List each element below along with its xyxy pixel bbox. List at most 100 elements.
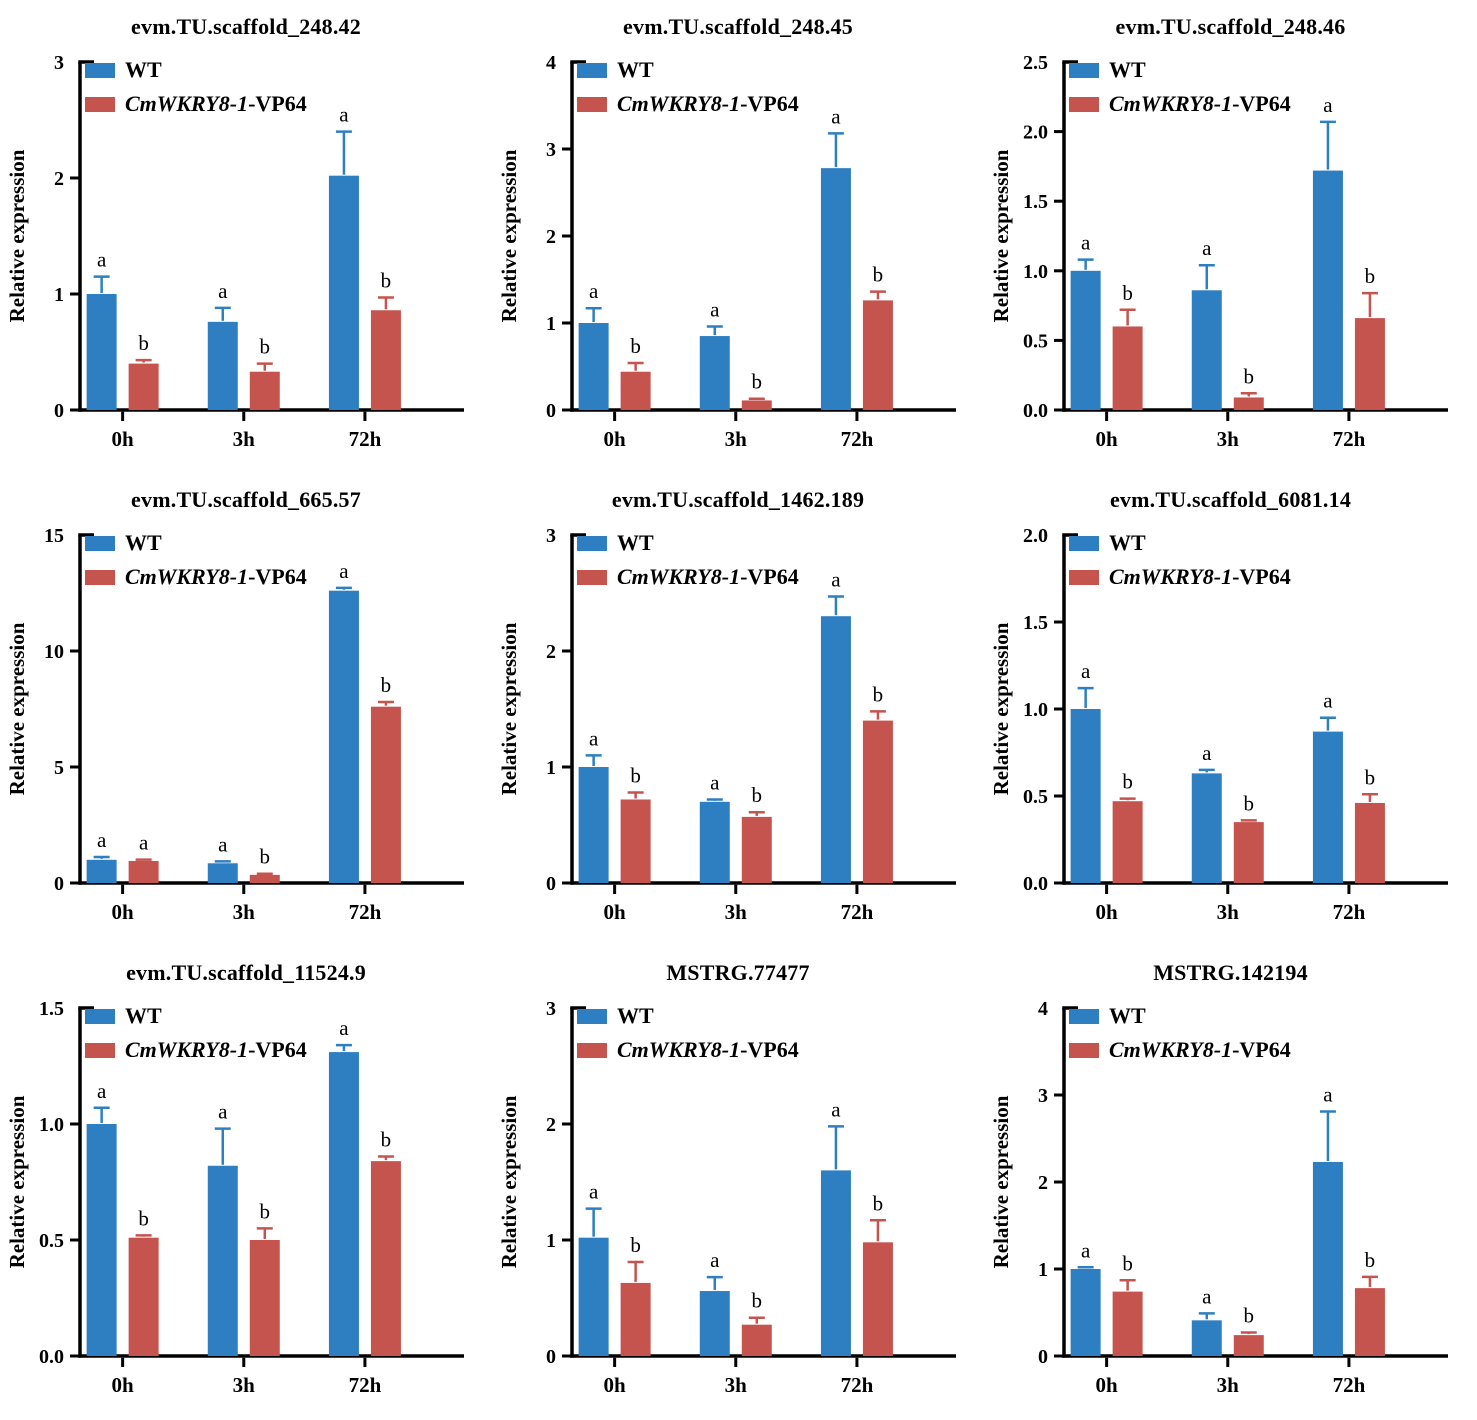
chart-mstrg-77477: MSTRG.77477 0 1 2 3 Relative expression 0h a b 3… — [492, 946, 984, 1420]
sig-letter: b — [752, 783, 763, 807]
y-axis-title: Relative expression — [5, 149, 29, 322]
bar-vp64 — [620, 1282, 651, 1356]
legend-swatch-wt — [577, 1009, 607, 1024]
legend-label-vp64: CmWKRY8-1-VP64 — [125, 91, 307, 116]
bar-chart: 0.0 0.5 1.0 1.5 Relative expression 0h a b 3h a b 7… — [5, 998, 464, 1397]
bar-chart: 0 1 2 3 4 Relative expression 0h a b 3h a b 72h a b WT C… — [497, 52, 956, 451]
y-tick-label: 1 — [546, 313, 556, 335]
sig-letter: b — [381, 673, 392, 697]
x-tick-label: 0h — [112, 427, 135, 451]
x-tick-label: 0h — [604, 1373, 627, 1397]
legend-swatch-vp64 — [577, 570, 607, 585]
legend-swatch-wt — [1069, 63, 1099, 78]
sig-letter: a — [589, 726, 599, 750]
sig-letter: a — [1323, 1083, 1333, 1107]
x-tick-label: 72h — [841, 1373, 874, 1397]
chart-evm-tu-scaffold-1462-189: evm.TU.scaffold_1462.189 0 1 2 3 Relative ex… — [492, 473, 984, 946]
bar-wt — [699, 336, 730, 410]
y-tick-label: 1.0 — [39, 1114, 64, 1136]
sig-letter: b — [1244, 791, 1255, 815]
bar-wt — [1191, 1320, 1222, 1356]
sig-letter: a — [1081, 1238, 1091, 1262]
bar-wt — [578, 767, 609, 883]
sig-letter: b — [1365, 765, 1376, 789]
chart-title: evm.TU.scaffold_6081.14 — [1109, 487, 1352, 512]
sig-letter: a — [1202, 236, 1212, 260]
sig-letter: b — [138, 331, 149, 355]
bar-wt — [86, 294, 117, 410]
bar-wt — [1191, 773, 1222, 883]
sig-letter: b — [138, 1206, 149, 1230]
bar-chart: 0.0 0.5 1.0 1.5 2.0 Relative expression 0h a b 3h… — [989, 525, 1448, 924]
y-tick-label: 1 — [1038, 1259, 1048, 1281]
bar-vp64 — [128, 860, 159, 883]
bar-vp64 — [1354, 1288, 1385, 1356]
x-tick-label: 0h — [112, 1373, 135, 1397]
sig-letter: a — [1202, 741, 1212, 765]
bar-wt — [1312, 731, 1343, 883]
bar-vp64 — [1354, 318, 1385, 410]
x-tick-label: 72h — [349, 900, 382, 924]
sig-letter: a — [97, 1079, 107, 1103]
y-tick-label: 2 — [1038, 1172, 1048, 1194]
chart-evm-tu-scaffold-665-57: evm.TU.scaffold_665.57 0 5 10 15 Relative ex… — [0, 473, 492, 946]
bar-vp64 — [862, 1242, 893, 1356]
x-tick-label: 0h — [1096, 427, 1119, 451]
sig-letter: a — [1081, 231, 1091, 255]
chart-title: evm.TU.scaffold_1462.189 — [611, 487, 865, 512]
bar-vp64 — [249, 371, 280, 410]
bar-wt — [328, 590, 359, 883]
legend-label-wt: WT — [125, 530, 162, 555]
legend-swatch-wt — [85, 63, 115, 78]
x-tick-label: 3h — [1217, 1373, 1240, 1397]
bar-wt — [1312, 170, 1343, 410]
sig-letter: a — [710, 297, 720, 321]
y-tick-label: 0.5 — [1023, 330, 1048, 352]
sig-letter: a — [339, 103, 349, 127]
legend-label-vp64: CmWKRY8-1-VP64 — [1109, 1037, 1291, 1062]
bar-vp64 — [741, 400, 772, 410]
y-tick-label: 3 — [546, 525, 556, 547]
bar-vp64 — [862, 720, 893, 883]
bar-vp64 — [620, 799, 651, 883]
legend-label-vp64: CmWKRY8-1-VP64 — [617, 564, 799, 589]
y-axis-title: Relative expression — [497, 149, 521, 322]
sig-letter: a — [218, 1100, 228, 1124]
y-tick-label: 1 — [54, 284, 64, 306]
y-axis-title: Relative expression — [5, 1095, 29, 1268]
y-axis-title: Relative expression — [989, 1095, 1013, 1268]
bar-chart: 0 1 2 3 Relative expression 0h a b 3h a b 72h a b WT Cm… — [497, 998, 956, 1397]
bar-vp64 — [1112, 801, 1143, 883]
chart-evm-tu-scaffold-6081-14: evm.TU.scaffold_6081.14 0.0 0.5 1.0 1.5 2.0 R… — [984, 473, 1477, 946]
bar-vp64 — [1112, 326, 1143, 410]
y-tick-label: 3 — [546, 998, 556, 1020]
sig-letter: b — [1122, 770, 1133, 794]
sig-letter: b — [630, 1233, 641, 1257]
bar-wt — [578, 1237, 609, 1356]
chart-title: evm.TU.scaffold_11524.9 — [126, 960, 366, 985]
legend-label-vp64: CmWKRY8-1-VP64 — [125, 564, 307, 589]
bar-vp64 — [249, 874, 280, 883]
legend-label-vp64: CmWKRY8-1-VP64 — [1109, 564, 1291, 589]
sig-letter: b — [1244, 1304, 1255, 1328]
y-tick-label: 2.0 — [1023, 525, 1048, 547]
sig-letter: b — [260, 1199, 271, 1223]
x-tick-label: 72h — [349, 427, 382, 451]
bar-wt — [1191, 290, 1222, 410]
sig-letter: b — [630, 764, 641, 788]
sig-letter: a — [831, 104, 841, 128]
legend-swatch-vp64 — [577, 97, 607, 112]
y-tick-label: 3 — [1038, 1085, 1048, 1107]
y-tick-label: 1 — [546, 757, 556, 779]
y-tick-label: 0 — [546, 873, 556, 895]
bar-wt — [578, 323, 609, 410]
sig-letter: a — [218, 832, 228, 856]
x-tick-label: 0h — [1096, 900, 1119, 924]
bar-wt — [207, 1165, 238, 1356]
y-tick-label: 4 — [1038, 998, 1048, 1020]
bar-wt — [86, 1124, 117, 1356]
x-tick-label: 3h — [725, 427, 748, 451]
y-tick-label: 1.0 — [1023, 261, 1048, 283]
bar-wt — [1070, 1269, 1101, 1356]
sig-letter: a — [139, 831, 149, 855]
